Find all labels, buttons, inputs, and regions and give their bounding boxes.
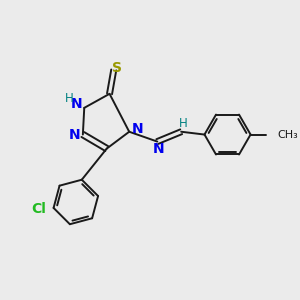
Circle shape [124, 127, 134, 137]
Text: H: H [64, 92, 73, 104]
Circle shape [178, 128, 184, 135]
Text: CH₃: CH₃ [278, 130, 298, 140]
Text: Cl: Cl [32, 202, 46, 216]
Circle shape [262, 131, 269, 138]
Text: H: H [179, 117, 188, 130]
Circle shape [49, 203, 58, 213]
Circle shape [79, 103, 89, 113]
Text: N: N [69, 128, 80, 142]
Circle shape [152, 136, 162, 147]
Text: N: N [70, 97, 82, 111]
Text: S: S [112, 61, 122, 75]
Circle shape [78, 130, 88, 140]
Text: N: N [153, 142, 164, 156]
Text: N: N [131, 122, 143, 136]
Circle shape [109, 65, 119, 75]
